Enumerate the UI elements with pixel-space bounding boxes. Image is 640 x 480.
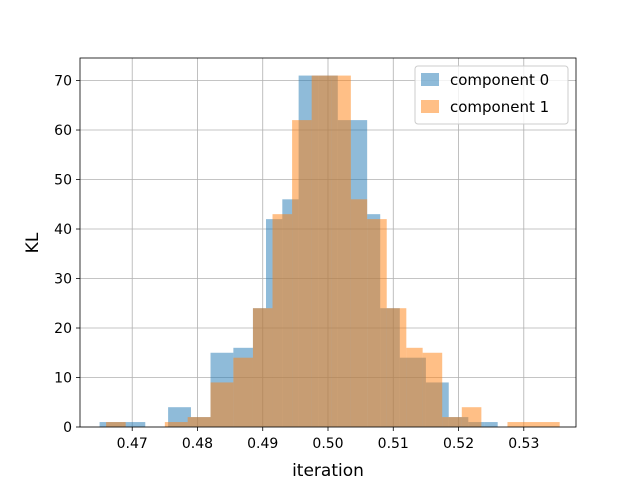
y-axis-label: KL — [23, 232, 43, 253]
histogram-bar — [406, 347, 423, 427]
legend: component 0 component 1 — [414, 65, 569, 125]
histogram-bar — [442, 417, 462, 427]
histogram-bar — [331, 75, 351, 428]
histogram-bar — [272, 214, 293, 427]
y-tick-label: 50 — [54, 173, 72, 189]
x-tick-label: 0.47 — [117, 436, 148, 452]
histogram-bar — [484, 422, 498, 427]
x-axis-label: iteration — [292, 461, 364, 480]
legend-label-component-0: component 0 — [450, 71, 549, 89]
y-tick-label: 30 — [54, 272, 72, 288]
histogram-bar — [386, 308, 407, 427]
x-tick-label: 0.51 — [378, 436, 409, 452]
histogram-bar — [367, 219, 387, 427]
axis-ticks: 0.47 0.48 0.49 0.50 0.51 0.52 0.53 0 10 20 30 40 50 6… — [54, 74, 539, 452]
histogram-bar — [122, 422, 146, 427]
histogram-bar — [210, 382, 234, 427]
histogram-bar — [292, 120, 312, 427]
histogram-bar — [350, 199, 368, 427]
histogram-bar — [164, 422, 188, 427]
histogram-bar — [461, 407, 482, 427]
series-component-1 — [106, 75, 560, 428]
histogram-bar — [252, 308, 273, 427]
y-tick-label: 40 — [54, 222, 72, 238]
x-tick-label: 0.52 — [443, 436, 474, 452]
histogram-bar — [233, 357, 253, 427]
histogram-bar — [422, 352, 443, 427]
legend-swatch-component-0 — [421, 73, 439, 86]
histogram-bar — [311, 75, 332, 428]
y-tick-label: 0 — [63, 420, 72, 436]
histogram-bar — [106, 422, 126, 427]
x-tick-label: 0.49 — [247, 436, 278, 452]
histogram-bars — [99, 75, 560, 428]
x-tick-label: 0.48 — [182, 436, 213, 452]
y-tick-label: 10 — [54, 371, 72, 387]
y-tick-label: 20 — [54, 321, 72, 337]
x-tick-label: 0.53 — [508, 436, 539, 452]
y-tick-label: 60 — [54, 123, 72, 139]
histogram-bar — [187, 417, 211, 427]
legend-swatch-component-1 — [421, 100, 439, 113]
x-tick-label: 0.50 — [312, 436, 343, 452]
y-tick-label: 70 — [54, 74, 72, 90]
histogram-bar — [507, 422, 560, 427]
legend-label-component-1: component 1 — [450, 98, 549, 116]
legend-box — [414, 65, 569, 125]
